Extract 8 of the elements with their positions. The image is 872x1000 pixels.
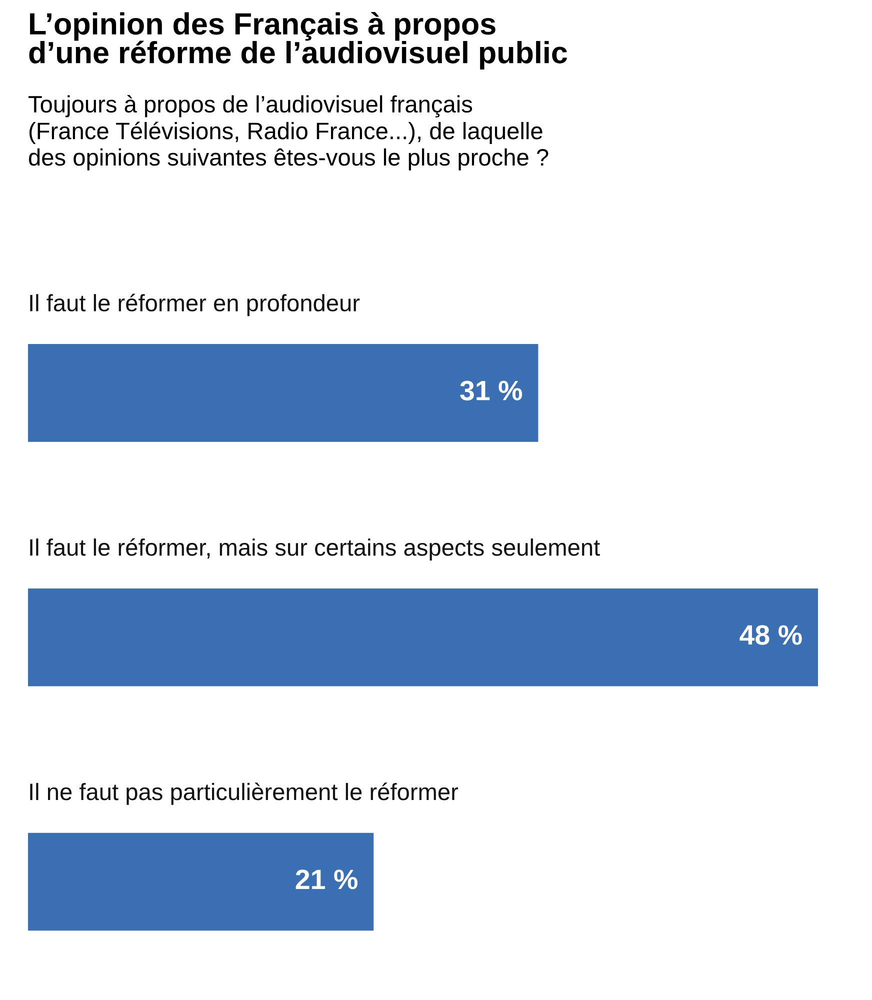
data-label: 48 % <box>740 625 802 645</box>
chart-title: L’opinion des Français à propos d’une réforme de l’audiovisuel public <box>29 12 568 70</box>
data-label: 21 % <box>296 870 358 890</box>
y-tick-label: Il faut le réformer, mais sur certains aspects seulement <box>30 538 600 561</box>
y-tick-label: Il faut le réformer en profondeur <box>30 294 360 316</box>
data-label: 31 % <box>460 380 522 400</box>
y-tick-label: Il ne faut pas particulièrement le réformer <box>30 782 458 805</box>
chart-subtitle: Toujours à propos de l’audiovisuel français (France Télévisions, Radio France...), de laquelle des opinions suivantes êtes-vous le plus proche ? <box>28 95 548 170</box>
